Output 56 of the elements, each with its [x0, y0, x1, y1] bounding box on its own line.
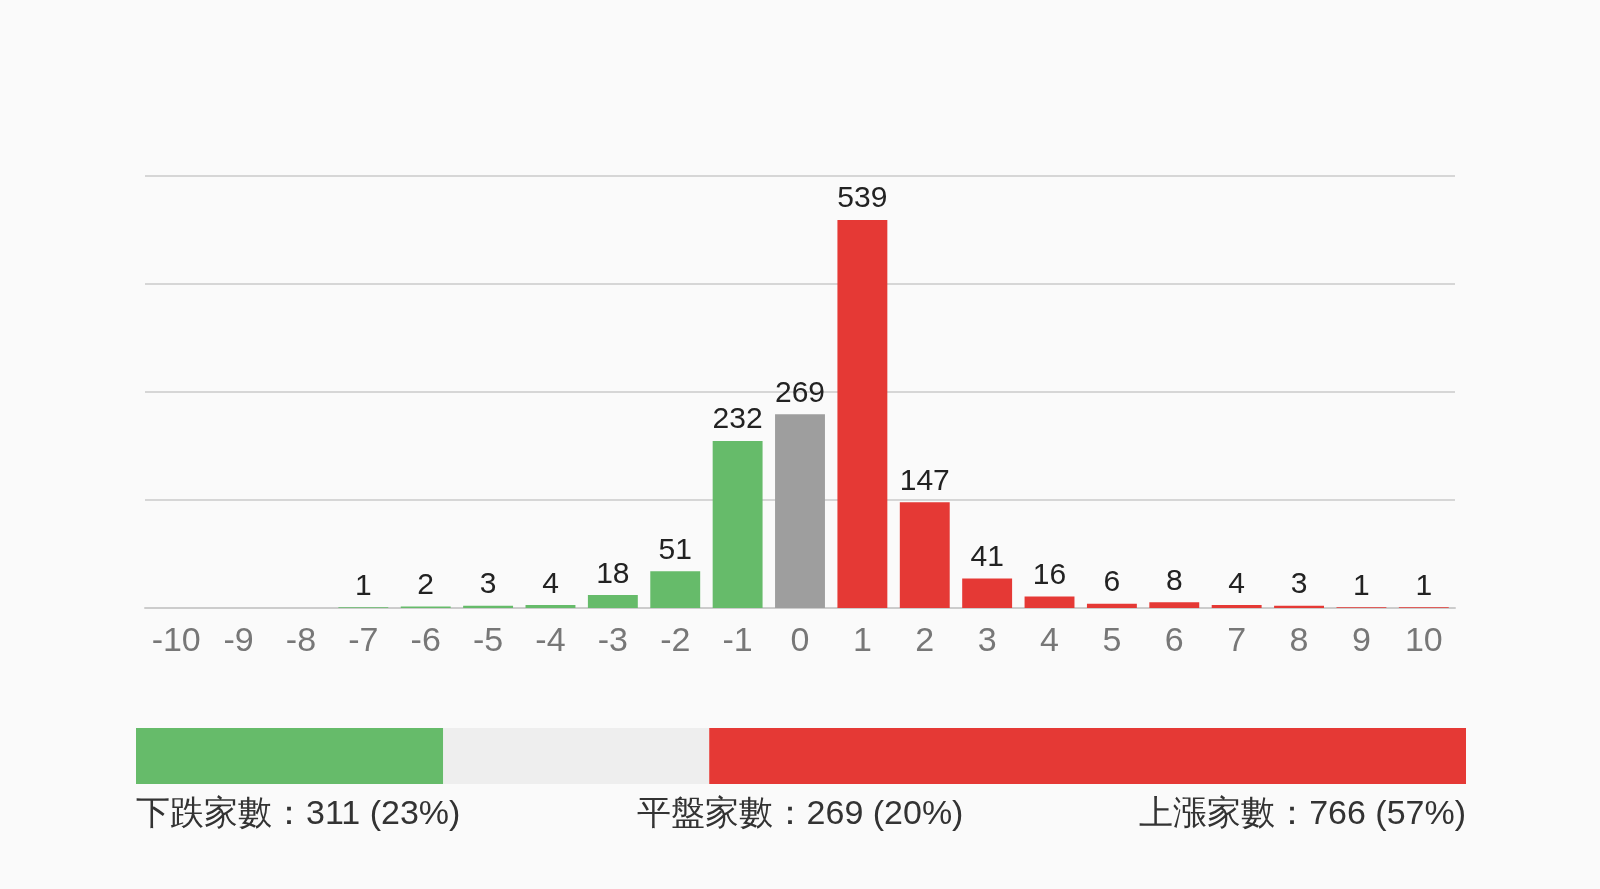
x-tick-label: 1	[852, 620, 872, 658]
x-tick-label: 0	[790, 620, 810, 658]
x-tick-label: 2	[915, 620, 935, 658]
x-tick-label: 7	[1227, 620, 1247, 658]
text: 上漲家數：766 (57%)	[1139, 793, 1467, 831]
data-label: 51	[658, 531, 692, 565]
data-label: 147	[899, 462, 950, 496]
x-tick-label: -2	[660, 620, 691, 658]
x-tick-label: -9	[223, 620, 254, 658]
text: 平盤家數：269 (20%)	[636, 793, 964, 831]
data-label: 16	[1032, 556, 1067, 590]
data-label: 232	[712, 401, 763, 435]
text: 下跌家數：311 (23%)	[136, 793, 461, 831]
bar	[837, 219, 888, 608]
data-label: 269	[774, 374, 826, 408]
x-tick-label: 5	[1102, 620, 1122, 658]
x-tick-label: 8	[1289, 620, 1309, 658]
bar	[899, 502, 950, 608]
x-tick-label: 9	[1351, 620, 1371, 658]
data-label: 4	[1228, 565, 1246, 599]
x-tick-label: -1	[722, 620, 753, 658]
bar	[587, 595, 638, 608]
data-label: 6	[1103, 564, 1121, 598]
bar	[1024, 596, 1075, 608]
bar	[463, 605, 514, 608]
bar	[962, 578, 1013, 608]
x-tick-label: -5	[472, 620, 504, 658]
data-label: 539	[837, 180, 888, 214]
data-label: 18	[596, 555, 630, 589]
x-tick-label: 4	[1040, 620, 1059, 658]
data-label: 8	[1165, 562, 1183, 596]
x-tick-label: -3	[597, 620, 628, 658]
x-tick-label: -4	[535, 620, 566, 658]
bar	[525, 605, 576, 608]
data-label: 3	[1290, 566, 1308, 600]
data-label: 1	[354, 567, 372, 601]
bar	[712, 440, 763, 608]
data-label: 1	[1353, 567, 1370, 601]
bar	[1149, 602, 1200, 608]
bar	[1274, 605, 1324, 608]
x-tick-label: 10	[1404, 620, 1443, 658]
bar	[1086, 603, 1137, 608]
data-label: 4	[542, 565, 559, 599]
x-tick-label: -8	[285, 620, 317, 658]
x-tick-label: 6	[1164, 620, 1184, 658]
bar	[1211, 605, 1262, 608]
data-label: 41	[970, 538, 1004, 572]
x-tick-label: -6	[410, 620, 441, 658]
data-label: 1	[1415, 567, 1433, 601]
x-tick-label: -7	[348, 620, 379, 658]
bar	[775, 414, 825, 608]
bar	[650, 571, 701, 608]
data-label: 3	[479, 566, 497, 600]
data-label: 2	[417, 567, 435, 601]
x-tick-label: 3	[977, 620, 997, 658]
x-tick-label: -10	[151, 620, 201, 658]
